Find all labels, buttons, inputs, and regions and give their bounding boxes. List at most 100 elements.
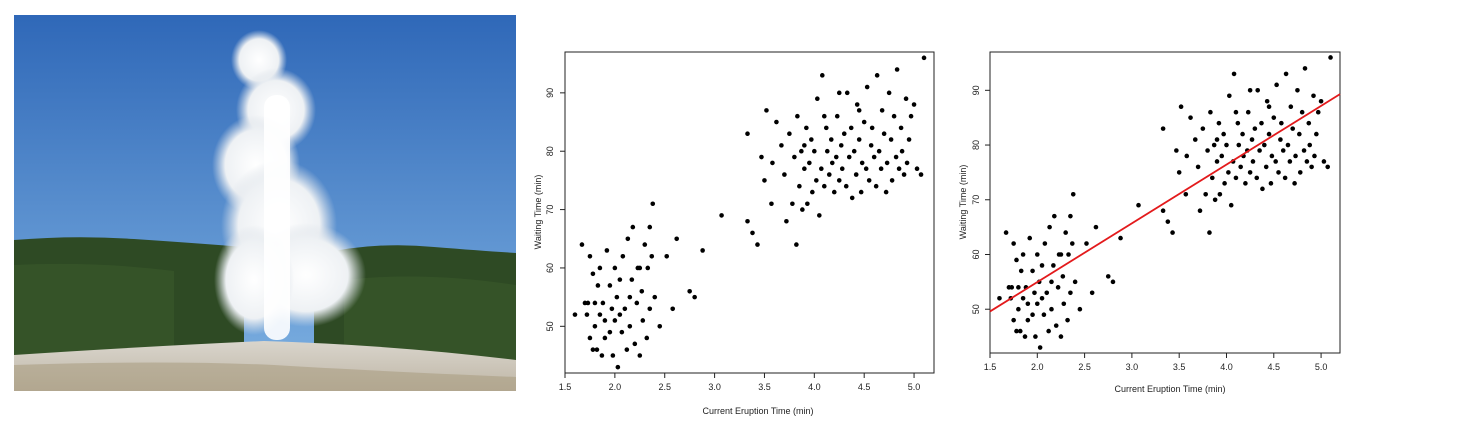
y-axis-title: Waiting Time (min) <box>533 175 543 250</box>
y-tick-label: 70 <box>545 205 555 215</box>
data-point <box>1016 306 1021 312</box>
data-point <box>649 253 655 259</box>
data-point <box>1053 323 1059 328</box>
data-point <box>572 312 578 317</box>
data-point <box>617 277 623 282</box>
data-point <box>829 160 835 166</box>
data-point <box>898 125 904 131</box>
data-point <box>1195 164 1201 170</box>
data-point <box>745 218 750 224</box>
x-tick-label: 5.0 <box>1315 362 1328 372</box>
data-point <box>896 166 902 172</box>
data-point <box>843 183 849 189</box>
data-point <box>1312 153 1317 159</box>
data-point <box>908 113 914 119</box>
data-point <box>1302 66 1308 71</box>
y-tick-label: 80 <box>971 140 981 150</box>
data-point <box>833 154 839 160</box>
data-point <box>1160 208 1166 214</box>
x-tick-label: 1.5 <box>559 382 572 392</box>
data-point <box>1214 137 1220 142</box>
data-point <box>1011 317 1016 323</box>
data-point <box>1262 142 1267 148</box>
data-point <box>1315 109 1321 115</box>
data-point <box>782 172 787 177</box>
data-point <box>779 143 784 148</box>
scatter-chart-eruption-vs-waiting: 1.5 2.0 2.5 3.0 3.5 4.0 4.5 5.0 50 60 70 80 90 Curr… <box>533 51 935 416</box>
plot-frame <box>989 51 1341 354</box>
data-point <box>1295 88 1300 93</box>
data-point <box>906 137 912 142</box>
data-point <box>794 242 799 247</box>
data-point <box>622 306 628 312</box>
data-point <box>874 73 880 78</box>
data-point <box>1252 126 1258 131</box>
data-point <box>1278 137 1283 142</box>
data-point <box>1282 175 1288 181</box>
data-point <box>826 172 832 177</box>
data-point <box>1089 290 1095 296</box>
data-point <box>1240 131 1245 137</box>
data-point <box>639 288 645 294</box>
data-point <box>602 335 608 341</box>
data-point <box>1279 120 1284 126</box>
data-point <box>1039 263 1045 268</box>
data-point <box>1249 137 1255 142</box>
data-point <box>615 364 621 370</box>
data-point <box>849 195 855 201</box>
data-point <box>1183 191 1189 197</box>
plot-frame <box>564 51 935 374</box>
data-point <box>1268 181 1274 186</box>
data-point <box>817 213 822 218</box>
data-point <box>1307 142 1313 148</box>
data-point <box>1217 191 1223 197</box>
data-point <box>587 253 593 259</box>
data-point <box>607 283 613 288</box>
data-point <box>792 154 797 160</box>
data-point <box>787 131 792 137</box>
data-point <box>604 248 610 253</box>
data-point <box>624 347 630 352</box>
data-point <box>1044 290 1050 296</box>
data-point <box>595 283 601 288</box>
data-point <box>800 207 805 212</box>
data-point <box>824 148 830 154</box>
data-point <box>1245 109 1251 115</box>
data-point <box>640 318 646 323</box>
data-point <box>1325 164 1331 170</box>
data-point <box>1105 274 1111 279</box>
data-point <box>1003 230 1009 235</box>
data-point <box>590 347 596 352</box>
data-point <box>820 73 825 78</box>
data-point <box>647 224 653 230</box>
data-point <box>1034 252 1040 257</box>
data-point <box>1250 159 1256 164</box>
data-point <box>1018 268 1024 274</box>
data-point <box>1304 159 1310 164</box>
x-tick-label: 5.0 <box>908 382 921 392</box>
data-point <box>1321 159 1327 164</box>
data-point <box>1034 301 1040 307</box>
data-point <box>878 166 884 172</box>
data-point <box>1299 109 1305 115</box>
data-point <box>1212 197 1218 203</box>
data-point <box>805 201 810 207</box>
data-point <box>1176 170 1182 175</box>
data-point <box>597 312 603 317</box>
data-point <box>1011 241 1016 246</box>
data-point <box>1260 186 1265 192</box>
data-point <box>647 306 653 312</box>
data-point <box>859 160 865 166</box>
data-point <box>1200 126 1206 131</box>
data-point <box>1068 290 1073 296</box>
data-point <box>834 113 840 119</box>
data-point <box>607 329 613 335</box>
data-point <box>804 125 809 131</box>
data-point <box>587 335 593 341</box>
steam-plume <box>212 30 366 340</box>
x-axis-title: Current Eruption Time (min) <box>1114 384 1225 394</box>
data-point <box>871 154 877 160</box>
data-point <box>592 324 598 329</box>
data-point <box>918 172 924 177</box>
data-point <box>1058 334 1064 339</box>
